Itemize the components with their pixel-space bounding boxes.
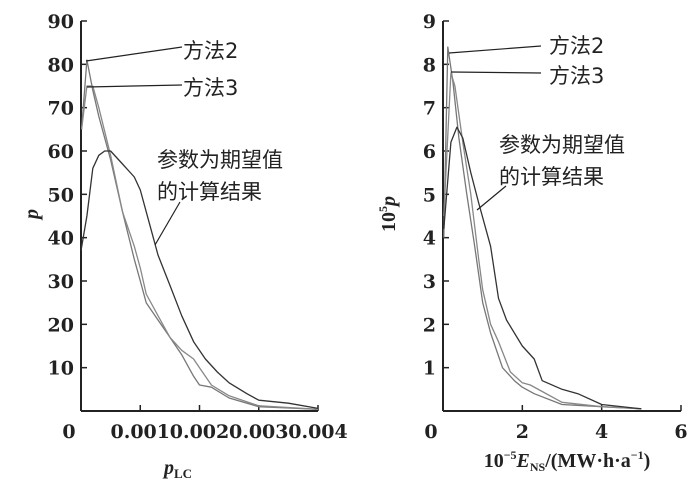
left-origin-label: 0 — [62, 421, 75, 443]
left-y-axis-label: p — [21, 209, 43, 221]
right-y-tick-label: 4 — [423, 228, 436, 250]
left-y-tick-label: 30 — [48, 271, 74, 293]
right-y-tick-label: 5 — [423, 184, 436, 206]
right-y-tick-label: 3 — [423, 271, 436, 293]
right-y-tick-label: 2 — [423, 314, 436, 336]
right-y-tick-label: 7 — [423, 98, 436, 120]
right-plot: 0 1 2 3 4 5 6 7 8 9 2 4 6 — [423, 11, 688, 443]
right-origin-label: 0 — [424, 421, 437, 443]
left-series-method3 — [80, 85, 319, 410]
right-y-tick-label: 8 — [423, 54, 436, 76]
left-y-tick-label: 70 — [48, 98, 74, 120]
left-leader-line — [154, 201, 181, 246]
left-annotation-expected-line1: 参数为期望值 — [157, 148, 283, 172]
left-leader-line — [86, 84, 183, 88]
right-y-tick-label: 6 — [423, 141, 436, 163]
left-panel: p pLC 方法2 方法3 参数为期望值 的计算结果 — [21, 39, 283, 481]
left-annotation-method3: 方法3 — [183, 76, 238, 100]
right-leader-line — [476, 185, 507, 211]
left-leader-line — [85, 46, 183, 62]
left-y-tick-label: 90 — [48, 11, 74, 33]
left-x-tick-label: 0.004 — [288, 421, 348, 443]
right-series-method3 — [443, 72, 642, 410]
left-x-tick-label: 0.001 — [111, 421, 171, 443]
right-x-tick-label: 6 — [674, 421, 687, 443]
left-x-tick-label: 0.003 — [229, 421, 289, 443]
right-y-axis-label: 105p — [376, 196, 400, 232]
left-y-tick-label: 50 — [48, 184, 74, 206]
left-plot: 0 10 20 30 40 50 60 70 80 90 0.001 0.002 0.003 0.004 — [48, 11, 348, 443]
right-x-tick-label: 2 — [516, 421, 529, 443]
right-series-method2 — [443, 46, 642, 410]
left-y-tick-label: 60 — [48, 141, 74, 163]
right-y-tick-label: 1 — [423, 358, 436, 380]
right-y-tick-label: 9 — [423, 11, 436, 33]
right-leader-line — [450, 71, 542, 74]
right-x-axis-label: 10−5ENS/(MW·h·a−1) — [484, 448, 651, 474]
left-x-axis-label: pLC — [162, 457, 192, 481]
left-y-tick-label: 40 — [48, 228, 74, 250]
left-y-tick-label: 10 — [48, 358, 74, 380]
right-panel: 105p 10−5ENS/(MW·h·a−1) 方法2 方法3 参数为期望值 的… — [376, 34, 650, 474]
left-series-method2 — [80, 59, 319, 410]
left-y-tick-label: 20 — [48, 314, 74, 336]
left-x-tick-label: 0.002 — [170, 421, 230, 443]
left-y-tick-label: 80 — [48, 54, 74, 76]
right-annotation-method2: 方法2 — [549, 34, 604, 58]
right-annotation-method3: 方法3 — [549, 64, 604, 88]
right-leader-line — [448, 45, 542, 54]
right-x-tick-label: 4 — [595, 421, 608, 443]
left-annotation-expected-line2: 的计算结果 — [157, 180, 262, 204]
right-annotation-expected-line2: 的计算结果 — [499, 165, 604, 189]
right-annotation-expected-line1: 参数为期望值 — [499, 133, 625, 157]
right-series-expected — [443, 126, 642, 410]
left-annotation-method2: 方法2 — [183, 39, 238, 63]
